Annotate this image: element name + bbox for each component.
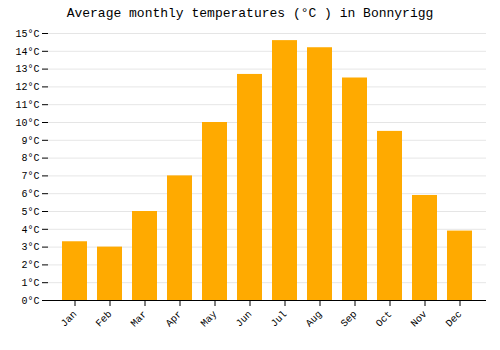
svg-text:1°C: 1°C [21, 278, 39, 289]
svg-text:0°C: 0°C [21, 296, 39, 307]
svg-text:11°C: 11°C [15, 100, 39, 111]
svg-text:14°C: 14°C [15, 47, 39, 58]
svg-text:8°C: 8°C [21, 153, 39, 164]
svg-text:Nov: Nov [409, 309, 430, 330]
svg-text:7°C: 7°C [21, 171, 39, 182]
svg-text:15°C: 15°C [15, 29, 39, 40]
svg-text:Apr: Apr [164, 309, 185, 330]
svg-text:6°C: 6°C [21, 189, 39, 200]
svg-text:9°C: 9°C [21, 136, 39, 147]
svg-text:Mar: Mar [129, 309, 150, 330]
svg-text:Oct: Oct [374, 309, 395, 330]
svg-text:Dec: Dec [444, 309, 465, 330]
svg-text:12°C: 12°C [15, 82, 39, 93]
svg-text:Feb: Feb [94, 309, 115, 330]
svg-text:Jan: Jan [59, 309, 80, 330]
svg-text:10°C: 10°C [15, 118, 39, 129]
svg-text:3°C: 3°C [21, 242, 39, 253]
svg-text:Jul: Jul [269, 309, 290, 330]
svg-text:2°C: 2°C [21, 260, 39, 271]
svg-text:5°C: 5°C [21, 207, 39, 218]
svg-text:Sep: Sep [339, 309, 360, 330]
svg-text:Aug: Aug [304, 309, 325, 330]
svg-text:4°C: 4°C [21, 225, 39, 236]
html-text:Average monthly temperatures (: Average monthly temperatures (°C ) in Bo… [66, 6, 434, 21]
svg-text:13°C: 13°C [15, 64, 39, 75]
svg-text:Jun: Jun [234, 309, 255, 330]
svg-text:May: May [199, 309, 220, 330]
